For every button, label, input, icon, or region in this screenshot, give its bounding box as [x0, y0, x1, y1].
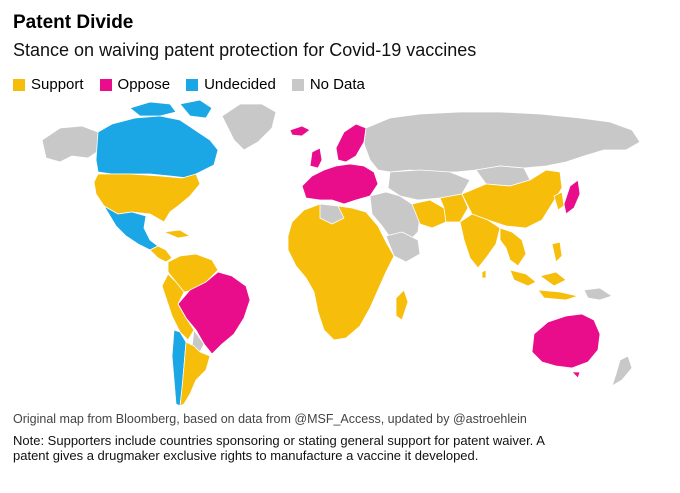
source-credit: Original map from Bloomberg, based on da…	[13, 412, 527, 426]
legend-item-oppose: Oppose	[99, 76, 171, 93]
region-scandinavia	[335, 123, 367, 163]
legend-label-undecided: Undecided	[204, 76, 276, 93]
region-europe	[301, 163, 379, 205]
legend-label-nodata: No Data	[309, 76, 365, 93]
region-papua	[583, 287, 613, 301]
region-africa	[287, 203, 395, 341]
region-indonesia-1	[509, 269, 537, 287]
region-australia	[531, 313, 601, 369]
legend-swatch-support	[13, 78, 25, 91]
region-cuba	[163, 229, 191, 239]
region-southeast-asia	[499, 227, 527, 267]
legend-item-undecided: Undecided	[186, 76, 276, 93]
legend-item-support: Support	[13, 76, 84, 93]
region-middle-east	[369, 191, 421, 245]
map-subtitle: Stance on waiving patent protection for …	[13, 40, 477, 60]
region-canada-arctic	[129, 101, 177, 117]
legend-swatch-nodata	[291, 78, 304, 91]
region-russia	[363, 111, 641, 173]
region-canada-arctic-2	[179, 99, 213, 119]
map-title: Patent Divide	[13, 12, 134, 33]
legend-label-support: Support	[31, 76, 84, 93]
region-new-zealand	[611, 355, 633, 387]
region-madagascar	[395, 289, 409, 321]
region-canada	[95, 115, 219, 179]
legend-swatch-oppose	[99, 78, 112, 91]
legend-label-oppose: Oppose	[117, 76, 171, 93]
region-north-africa-nodata	[319, 203, 345, 225]
region-philippines	[551, 241, 563, 263]
region-japan	[563, 179, 581, 215]
region-alaska	[41, 125, 101, 163]
legend: Support Oppose Undecided No Data	[13, 76, 365, 93]
region-peru-bolivia	[161, 273, 195, 341]
region-indonesia-3	[537, 289, 579, 301]
region-greenland	[221, 103, 277, 151]
legend-item-nodata: No Data	[291, 76, 365, 93]
region-iceland	[289, 125, 311, 137]
legend-swatch-undecided	[186, 78, 199, 91]
region-india	[459, 213, 501, 269]
region-mexico	[103, 205, 159, 251]
region-argentina	[179, 341, 211, 406]
region-central-america	[149, 245, 173, 263]
region-uk	[309, 147, 323, 169]
region-indonesia-2	[539, 271, 567, 287]
region-brazil	[177, 271, 251, 355]
region-sri-lanka	[481, 269, 487, 279]
region-tasmania	[571, 371, 581, 379]
region-arabia	[385, 231, 421, 263]
footnote: Note: Supporters include countries spons…	[13, 433, 545, 463]
region-usa	[93, 173, 201, 223]
world-map	[41, 99, 641, 406]
